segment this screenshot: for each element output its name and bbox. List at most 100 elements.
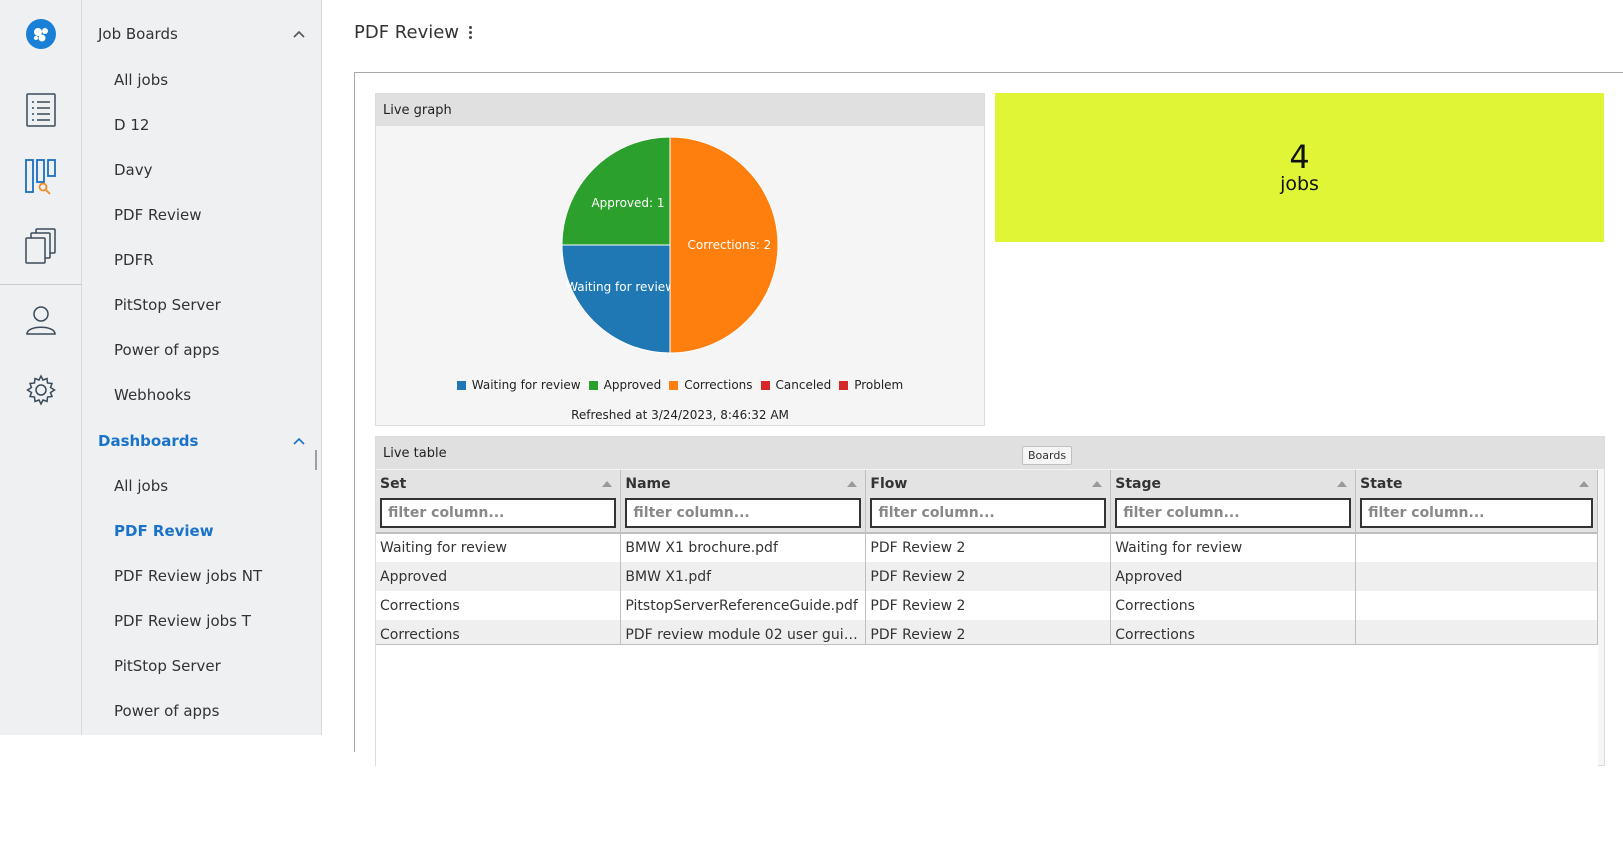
filter-input-set[interactable] — [380, 498, 617, 528]
cell-name: BMW X1 brochure.pdf — [620, 532, 867, 562]
jobs-count-label: jobs — [1280, 173, 1319, 195]
rail-divider — [0, 284, 82, 285]
live-table-title: Live table — [376, 437, 1604, 469]
page-title: PDF Review — [354, 22, 476, 43]
cell-flow: PDF Review 2 — [865, 532, 1112, 562]
icon-rail — [0, 0, 82, 735]
filter-input-flow[interactable] — [870, 498, 1107, 528]
nav-item-power-of-apps[interactable]: Power of apps — [114, 341, 220, 359]
column-header-set[interactable]: Set — [376, 470, 622, 533]
job-list-icon[interactable] — [0, 82, 82, 138]
nav-scrollbar[interactable] — [315, 450, 317, 470]
sort-arrow-icon[interactable] — [602, 481, 613, 487]
legend-label: Waiting for review — [471, 378, 581, 392]
main-content: PDF Review Live graph Waiting for review… — [322, 0, 1623, 844]
pie-slice-waiting-for-review[interactable] — [561, 244, 671, 354]
nav-section-label: Job Boards — [98, 25, 178, 43]
filter-input-stage[interactable] — [1115, 498, 1352, 528]
settings-icon[interactable] — [0, 362, 82, 418]
nav-item-dash-pdf-review-jobs-t[interactable]: PDF Review jobs T — [114, 612, 251, 630]
column-label: Set — [380, 476, 407, 492]
nav-item-dash-pdf-review-jobs-nt[interactable]: PDF Review jobs NT — [114, 567, 263, 585]
column-header-flow[interactable]: Flow — [865, 470, 1112, 533]
nav-item-dash-pdf-review[interactable]: PDF Review — [114, 522, 214, 540]
legend-item-canceled[interactable]: Canceled — [760, 378, 832, 392]
column-header-state[interactable]: State — [1355, 470, 1598, 533]
refreshed-timestamp: Refreshed at 3/24/2023, 8:46:32 AM — [571, 408, 789, 422]
cell-state — [1355, 591, 1598, 620]
chevron-up-icon — [293, 437, 305, 445]
nav-item-davy[interactable]: Davy — [114, 161, 153, 179]
boards-icon[interactable] — [0, 150, 82, 206]
pie-slice-label: Approved: 1 — [591, 196, 664, 210]
filter-input-name[interactable] — [625, 498, 862, 528]
cell-stage: Waiting for review — [1110, 532, 1357, 562]
legend-swatch — [456, 380, 466, 390]
nav-item-dash-power-of-apps[interactable]: Power of apps — [114, 702, 220, 720]
pie-slice-approved[interactable] — [561, 136, 671, 246]
legend-swatch — [760, 380, 770, 390]
app-logo-icon[interactable] — [0, 6, 82, 62]
nav-item-webhooks[interactable]: Webhooks — [114, 386, 192, 404]
legend-label: Problem — [854, 378, 904, 392]
cell-set: Approved — [376, 562, 622, 591]
documents-icon[interactable] — [0, 218, 82, 274]
cell-state — [1355, 532, 1598, 562]
nav-item-pitstop-server[interactable]: PitStop Server — [114, 296, 221, 314]
cell-flow: PDF Review 2 — [865, 562, 1112, 591]
nav-item-d12[interactable]: D 12 — [114, 116, 150, 134]
table-row[interactable]: Approved BMW X1.pdf PDF Review 2 Approve… — [376, 562, 1598, 591]
legend-item-corrections[interactable]: Corrections — [669, 378, 753, 392]
legend-item-problem[interactable]: Problem — [839, 378, 903, 392]
column-label: Flow — [870, 476, 908, 492]
sort-arrow-icon[interactable] — [1092, 481, 1103, 487]
pie-slice-corrections[interactable] — [669, 136, 779, 354]
legend-label: Approved — [603, 378, 662, 392]
table-row[interactable]: Corrections PitstopServerReferenceGuide.… — [376, 591, 1598, 620]
nav-panel: Job Boards All jobs D 12 Davy PDF Review… — [82, 0, 322, 735]
boards-tooltip: Boards — [1022, 446, 1073, 465]
nav-item-pdfr[interactable]: PDFR — [114, 251, 154, 269]
nav-section-dashboards[interactable]: Dashboards — [98, 423, 305, 459]
cell-state — [1355, 562, 1598, 591]
chart-legend: Waiting for review Approved Corrections … — [376, 378, 984, 392]
legend-swatch — [588, 380, 598, 390]
pie-slice-label: Waiting for review: 1 — [566, 280, 690, 294]
nav-section-job-boards[interactable]: Job Boards — [98, 16, 305, 52]
jobs-count-value: 4 — [1289, 138, 1310, 176]
jobs-count-tile: 4 jobs — [995, 93, 1604, 242]
column-header-stage[interactable]: Stage — [1110, 470, 1357, 533]
cell-stage: Approved — [1110, 562, 1357, 591]
live-table: Set Name Flow Stage — [376, 470, 1598, 649]
sort-arrow-icon[interactable] — [847, 481, 858, 487]
live-graph-title: Live graph — [376, 94, 984, 126]
live-table-panel: Live table Set Name Flow — [375, 436, 1605, 844]
user-icon[interactable] — [0, 292, 82, 348]
nav-item-pdf-review[interactable]: PDF Review — [114, 206, 202, 224]
nav-item-dash-pitstop-server[interactable]: PitStop Server — [114, 657, 221, 675]
page-title-text: PDF Review — [354, 22, 460, 43]
cell-name: PitstopServerReferenceGuide.pdf — [620, 591, 867, 620]
cell-name: BMW X1.pdf — [620, 562, 867, 591]
column-header-name[interactable]: Name — [620, 470, 867, 533]
cell-set: Waiting for review — [376, 532, 622, 562]
dashboard-board: Live graph Waiting for review: 1 Approved… — [354, 72, 1623, 844]
legend-item-approved[interactable]: Approved — [588, 378, 662, 392]
more-options-icon[interactable] — [465, 24, 476, 41]
legend-swatch — [839, 380, 849, 390]
column-label: State — [1360, 476, 1403, 492]
legend-label: Canceled — [775, 378, 832, 392]
live-graph-panel: Live graph Waiting for review: 1 Approved… — [375, 93, 985, 426]
nav-item-dash-all-jobs[interactable]: All jobs — [114, 477, 169, 495]
sort-arrow-icon[interactable] — [1579, 481, 1589, 487]
legend-item-waiting[interactable]: Waiting for review — [456, 378, 581, 392]
cell-flow: PDF Review 2 — [865, 591, 1112, 620]
sort-arrow-icon[interactable] — [1337, 481, 1348, 487]
legend-label: Corrections — [684, 378, 753, 392]
filter-input-state[interactable] — [1360, 498, 1593, 528]
nav-item-all-jobs[interactable]: All jobs — [114, 71, 169, 89]
table-empty-area — [376, 644, 1598, 844]
cell-stage: Corrections — [1110, 591, 1357, 620]
table-row[interactable]: Waiting for review BMW X1 brochure.pdf P… — [376, 532, 1598, 562]
nav-section-label: Dashboards — [98, 432, 199, 450]
